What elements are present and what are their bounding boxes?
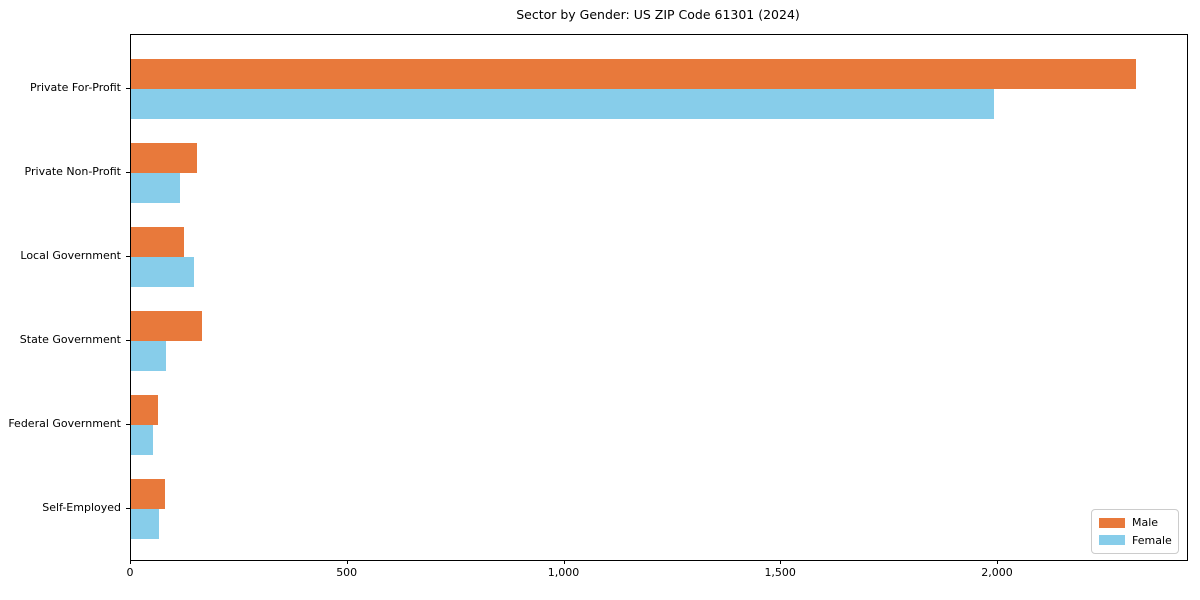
bar-female-self-employed (131, 509, 160, 539)
y-tick-mark (126, 508, 130, 509)
legend-swatch-female (1099, 535, 1125, 546)
chart-title: Sector by Gender: US ZIP Code 61301 (202… (516, 7, 800, 22)
y-tick-label-self-employed: Self-Employed (42, 501, 121, 514)
y-tick-label-private-non-profit: Private Non-Profit (24, 165, 121, 178)
bar-female-private-non-profit (131, 173, 180, 203)
y-tick-label-federal-government: Federal Government (8, 417, 121, 430)
y-tick-mark (126, 340, 130, 341)
y-tick-mark (126, 88, 130, 89)
x-tick-mark (130, 560, 131, 564)
x-tick-mark (346, 560, 348, 564)
bar-male-local-government (131, 227, 184, 257)
bar-male-private-non-profit (131, 143, 197, 173)
x-tick-label-2-000: 2,000 (981, 566, 1013, 579)
bar-female-local-government (131, 257, 194, 287)
x-tick-mark (563, 560, 565, 564)
x-tick-mark (997, 560, 998, 564)
x-tick-label-1-500: 1,500 (764, 566, 796, 579)
bar-female-state-government (131, 341, 167, 371)
y-tick-mark (126, 256, 130, 257)
legend-entry-female: Female (1099, 533, 1172, 547)
legend-swatch-male (1099, 517, 1125, 528)
legend: Male Female (1091, 509, 1179, 554)
x-tick-label-1-000: 1,000 (547, 566, 580, 579)
y-tick-mark (126, 172, 130, 173)
bar-female-private-for-profit (131, 89, 994, 119)
bar-male-state-government (131, 311, 203, 341)
bar-male-private-for-profit (131, 59, 1136, 89)
bar-female-federal-government (131, 425, 154, 455)
bar-male-self-employed (131, 479, 165, 509)
bar-male-federal-government (131, 395, 158, 425)
y-tick-label-state-government: State Government (19, 333, 121, 346)
y-tick-mark (126, 424, 130, 425)
y-tick-label-private-for-profit: Private For-Profit (30, 81, 121, 94)
legend-entry-male: Male (1099, 516, 1171, 529)
plot-area (130, 34, 1188, 561)
x-tick-mark (780, 560, 782, 564)
x-tick-label-0: 0 (126, 566, 134, 579)
x-tick-label-500: 500 (336, 566, 358, 579)
legend-label-male: Male (1132, 516, 1159, 530)
legend-label-female: Female (1132, 533, 1172, 547)
y-tick-label-local-government: Local Government (20, 249, 121, 262)
